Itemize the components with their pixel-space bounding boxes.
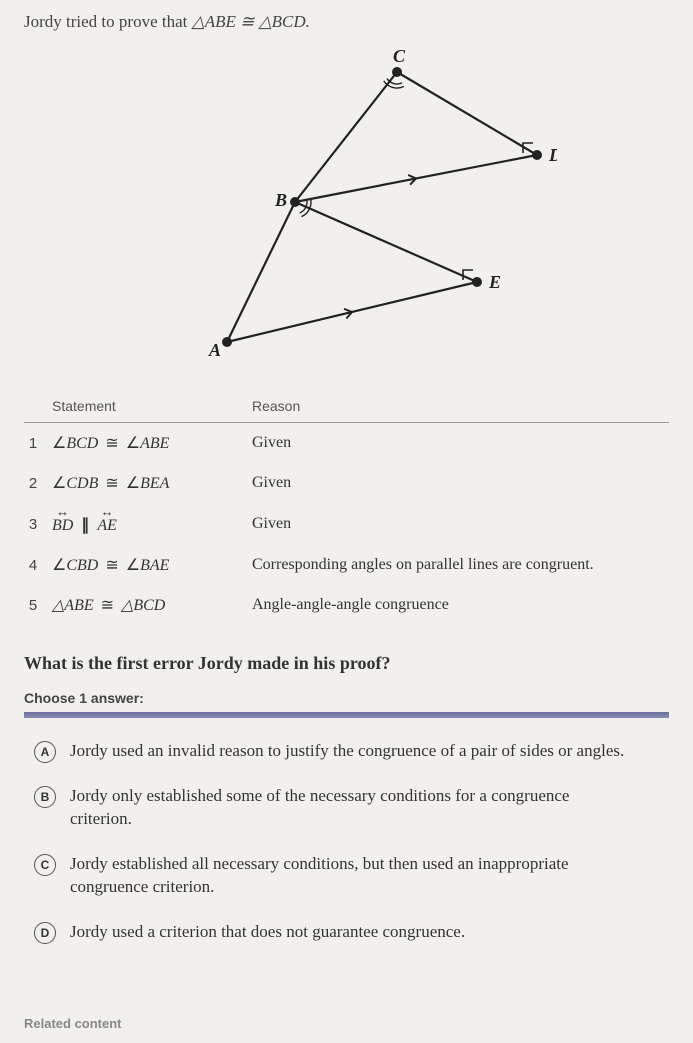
choose-label: Choose 1 answer:	[24, 690, 669, 706]
row-number: 4	[24, 545, 52, 585]
col-reason: Reason	[252, 390, 669, 423]
svg-text:A: A	[208, 340, 221, 360]
row-number: 3	[24, 503, 52, 545]
svg-text:E: E	[488, 272, 501, 292]
question-text: What is the first error Jordy made in hi…	[24, 653, 669, 674]
table-row: 1∠BCD ≅ ∠ABE Given	[24, 423, 669, 464]
answer-choices: A Jordy used an invalid reason to justify…	[24, 732, 669, 958]
reason: Given	[252, 503, 669, 545]
row-number: 2	[24, 463, 52, 503]
statement: ∠BCD ≅ ∠ABE	[52, 435, 169, 452]
table-row: 3BD ∥ AE Given	[24, 503, 669, 545]
col-blank	[24, 390, 52, 423]
reason: Angle-angle-angle congruence	[252, 585, 669, 625]
choice-text: Jordy only established some of the neces…	[70, 785, 630, 831]
svg-text:B: B	[274, 190, 287, 210]
answer-choice-a[interactable]: A Jordy used an invalid reason to justify…	[24, 732, 669, 777]
row-number: 1	[24, 423, 52, 464]
row-number: 5	[24, 585, 52, 625]
reason: Corresponding angles on parallel lines a…	[252, 545, 669, 585]
choice-letter: A	[34, 741, 56, 763]
choice-text: Jordy used a criterion that does not gua…	[70, 921, 465, 944]
accent-bar	[24, 712, 669, 718]
svg-text:C: C	[393, 46, 406, 66]
diagram-container: A B C D E	[24, 42, 669, 372]
answer-choice-b[interactable]: B Jordy only established some of the nece…	[24, 777, 669, 845]
heading-prefix: Jordy tried to prove that	[24, 12, 192, 31]
heading-math: △ABE ≅ △BCD.	[192, 12, 310, 31]
table-row: 5△ABE ≅ △BCD Angle-angle-angle congruence	[24, 585, 669, 625]
proof-rows: 1∠BCD ≅ ∠ABEGiven2∠CDB ≅ ∠BEAGiven3BD ∥ …	[24, 423, 669, 626]
answer-choice-d[interactable]: D Jordy used a criterion that does not gu…	[24, 913, 669, 958]
choice-letter: B	[34, 786, 56, 808]
problem-heading: Jordy tried to prove that △ABE ≅ △BCD.	[24, 12, 669, 32]
reason: Given	[252, 423, 669, 464]
svg-text:D: D	[548, 145, 557, 165]
choice-text: Jordy used an invalid reason to justify …	[70, 740, 624, 763]
choice-letter: C	[34, 854, 56, 876]
choice-text: Jordy established all necessary conditio…	[70, 853, 630, 899]
reason: Given	[252, 463, 669, 503]
statement: ∠CBD ≅ ∠BAE	[52, 557, 169, 574]
statement: ∠CDB ≅ ∠BEA	[52, 475, 169, 492]
triangle-diagram: A B C D E	[137, 42, 557, 372]
footer-label: Related content	[24, 1016, 122, 1031]
choice-letter: D	[34, 922, 56, 944]
answer-choice-c[interactable]: C Jordy established all necessary conditi…	[24, 845, 669, 913]
statement: BD ∥ AE	[52, 517, 117, 534]
table-row: 2∠CDB ≅ ∠BEA Given	[24, 463, 669, 503]
proof-table: Statement Reason 1∠BCD ≅ ∠ABEGiven2∠CDB …	[24, 390, 669, 625]
col-statement: Statement	[52, 390, 252, 423]
statement: △ABE ≅ △BCD	[52, 597, 165, 614]
table-row: 4∠CBD ≅ ∠BAE Corresponding angles on para…	[24, 545, 669, 585]
